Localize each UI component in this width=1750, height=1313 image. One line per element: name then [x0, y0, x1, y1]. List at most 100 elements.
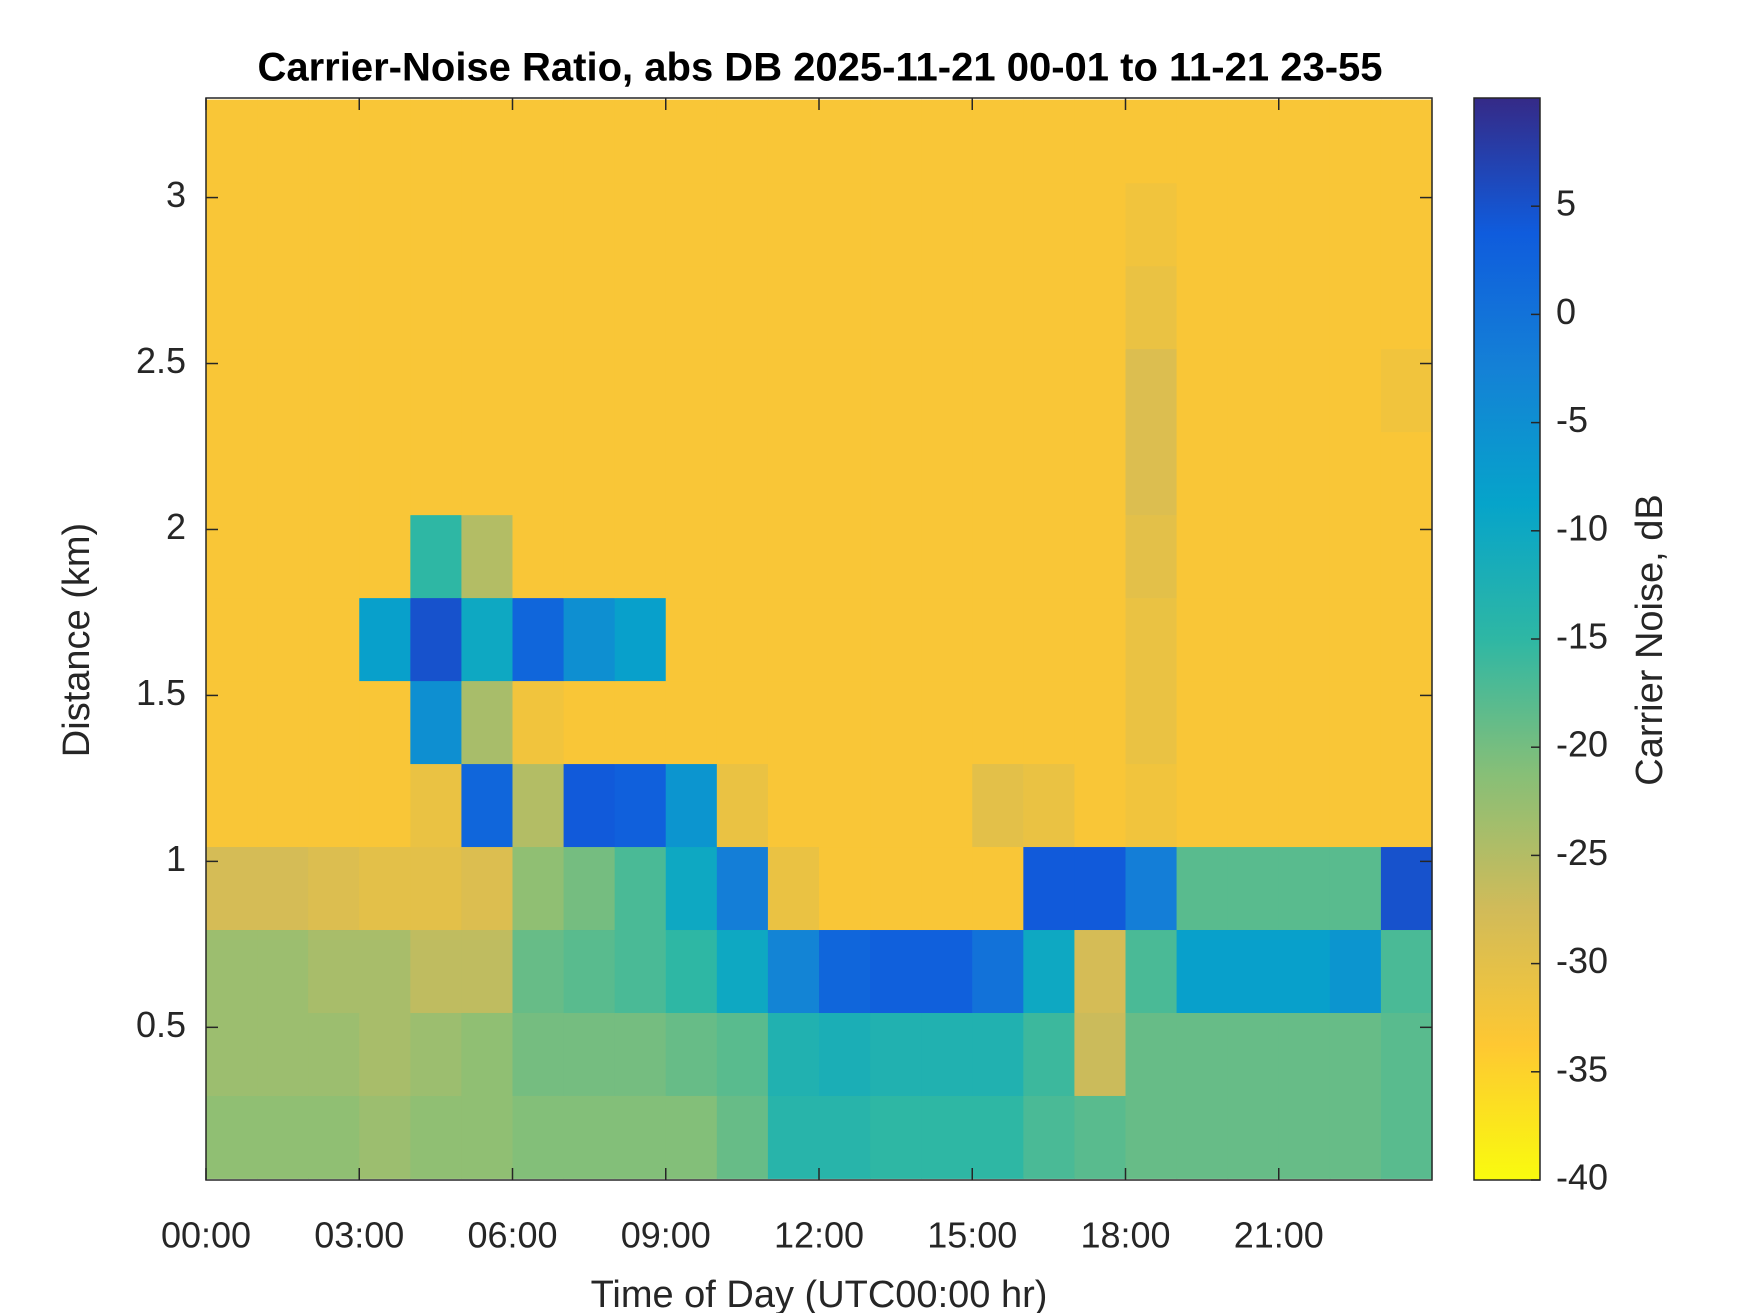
cell [1380, 348, 1433, 433]
cell [1278, 1095, 1331, 1179]
x-axis-label: Time of Day (UTC00:00 hr) [591, 1274, 1048, 1313]
cell [308, 265, 360, 350]
cell [206, 680, 258, 765]
cell [308, 597, 360, 682]
cell [1176, 182, 1229, 267]
cell [921, 99, 973, 184]
cell [410, 182, 463, 267]
cell [563, 514, 616, 599]
cell [563, 99, 616, 184]
cell [563, 265, 616, 350]
cell [461, 680, 514, 765]
cell [665, 1095, 718, 1179]
cell [410, 99, 463, 184]
cell [1176, 597, 1229, 682]
cell [819, 680, 871, 765]
cell [206, 1012, 258, 1096]
colorbar-label: Carrier Noise, dB [1629, 494, 1671, 785]
cell [665, 431, 718, 516]
cell [461, 99, 514, 184]
cell [563, 348, 616, 433]
cell [819, 99, 871, 184]
cell [870, 846, 922, 931]
cell [1125, 348, 1178, 433]
cell [1125, 597, 1178, 682]
cell [1329, 514, 1382, 599]
cell [512, 1095, 565, 1179]
cell [461, 348, 514, 433]
cell [1023, 1095, 1076, 1179]
cell [819, 265, 871, 350]
cell [308, 99, 360, 184]
cell [972, 597, 1024, 682]
cell [972, 514, 1024, 599]
cell [767, 1095, 820, 1179]
cell [359, 431, 411, 516]
cell [716, 182, 769, 267]
cell [1023, 680, 1076, 765]
cell [359, 182, 411, 267]
cell [563, 597, 616, 682]
cell [1074, 182, 1127, 267]
cell [1380, 763, 1433, 848]
cell [359, 929, 411, 1013]
cell [206, 182, 258, 267]
cell [819, 1095, 871, 1179]
cell [921, 763, 973, 848]
cell [1227, 265, 1280, 350]
cell [614, 182, 667, 267]
x-tick-label: 12:00 [774, 1215, 864, 1256]
cell [1278, 1012, 1331, 1096]
cell [563, 1095, 616, 1179]
cell [921, 929, 973, 1013]
cell [870, 99, 922, 184]
cell [461, 514, 514, 599]
cell [1023, 1012, 1076, 1096]
cell [410, 1012, 463, 1096]
cell [819, 929, 871, 1013]
cell [1125, 1012, 1178, 1096]
cell [972, 182, 1024, 267]
cell [819, 182, 871, 267]
cell [1074, 431, 1127, 516]
cell [512, 1012, 565, 1096]
cell [1023, 99, 1076, 184]
cell [359, 1095, 411, 1179]
cell [1023, 514, 1076, 599]
cell [512, 431, 565, 516]
cell [921, 431, 973, 516]
colorbar-tick-label: -5 [1556, 399, 1588, 440]
cell [767, 265, 820, 350]
cell [1023, 846, 1076, 931]
cell [819, 846, 871, 931]
cell [767, 1012, 820, 1096]
cell [1227, 680, 1280, 765]
cell [614, 431, 667, 516]
cell [972, 1012, 1024, 1096]
cell [1074, 597, 1127, 682]
cell [1176, 265, 1229, 350]
cell [614, 265, 667, 350]
colorbar-tick-label: -35 [1556, 1048, 1608, 1089]
cell [1278, 680, 1331, 765]
cell [359, 348, 411, 433]
cell [665, 597, 718, 682]
cell [614, 1095, 667, 1179]
cell [921, 846, 973, 931]
x-tick-label: 03:00 [314, 1215, 404, 1256]
cell [1074, 680, 1127, 765]
colorbar-tick-label: -10 [1556, 507, 1608, 548]
cell [512, 680, 565, 765]
cell [308, 680, 360, 765]
cell [1023, 431, 1076, 516]
cell [767, 597, 820, 682]
cell [614, 680, 667, 765]
cell [1023, 182, 1076, 267]
cell [1125, 929, 1178, 1013]
cell [1329, 763, 1382, 848]
cell [972, 265, 1024, 350]
cell [870, 431, 922, 516]
cell [1380, 597, 1433, 682]
cell [257, 597, 309, 682]
cell [1380, 929, 1433, 1013]
